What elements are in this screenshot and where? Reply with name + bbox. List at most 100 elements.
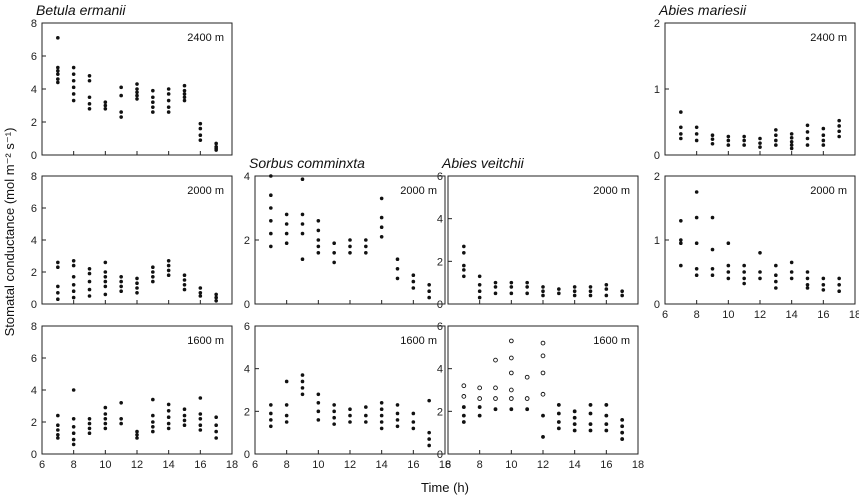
data-point bbox=[726, 276, 731, 281]
data-point bbox=[411, 426, 416, 431]
data-point bbox=[742, 276, 746, 281]
y-tick-label: 1 bbox=[654, 84, 660, 96]
data-point bbox=[214, 299, 218, 303]
data-point bbox=[477, 274, 482, 279]
data-point bbox=[604, 428, 609, 433]
data-point bbox=[151, 88, 155, 93]
x-tick-label: 12 bbox=[537, 459, 549, 471]
data-point bbox=[87, 271, 92, 276]
data-point bbox=[572, 293, 577, 298]
data-point bbox=[694, 215, 699, 220]
data-point bbox=[541, 413, 545, 418]
data-point bbox=[332, 409, 336, 414]
data-point bbox=[679, 136, 683, 141]
data-point bbox=[540, 370, 546, 376]
data-point bbox=[379, 426, 384, 431]
data-point bbox=[166, 426, 171, 431]
data-point bbox=[316, 401, 321, 405]
data-point bbox=[284, 379, 289, 384]
data-point bbox=[56, 297, 60, 302]
data-point bbox=[379, 225, 384, 229]
data-point bbox=[300, 231, 305, 236]
data-point bbox=[774, 133, 778, 137]
data-point bbox=[348, 251, 352, 255]
x-tick-label: 6 bbox=[445, 459, 451, 471]
data-point bbox=[679, 238, 683, 242]
data-point bbox=[103, 103, 108, 108]
altitude-label: 2000 m bbox=[187, 185, 224, 197]
data-point bbox=[604, 283, 609, 287]
y-tick-label: 6 bbox=[244, 321, 250, 333]
data-point bbox=[71, 65, 76, 70]
x-tick-label: 10 bbox=[99, 459, 111, 471]
data-point bbox=[789, 132, 794, 136]
data-point bbox=[821, 283, 826, 287]
data-point bbox=[508, 396, 514, 401]
data-point bbox=[284, 231, 289, 236]
panel-veitchii-1600: 0 2 4 6 6 8 10 12 14 16 18 1600 m bbox=[437, 321, 644, 471]
data-point bbox=[710, 215, 715, 220]
y-tick-label: 8 bbox=[31, 321, 37, 333]
data-point bbox=[348, 420, 352, 424]
data-point bbox=[300, 177, 305, 181]
data-point bbox=[214, 295, 218, 300]
data-point bbox=[493, 357, 498, 363]
data-point bbox=[151, 425, 155, 429]
data-point bbox=[588, 411, 593, 416]
data-point bbox=[151, 110, 155, 114]
data-point bbox=[694, 132, 699, 136]
data-point bbox=[462, 251, 466, 255]
data-point bbox=[151, 279, 155, 284]
data-point bbox=[87, 417, 92, 421]
data-point bbox=[461, 383, 467, 389]
data-point bbox=[71, 289, 76, 294]
x-tick-label: 8 bbox=[694, 309, 700, 321]
data-point bbox=[103, 284, 108, 289]
data-point bbox=[395, 418, 400, 422]
data-point bbox=[821, 133, 826, 137]
data-point bbox=[395, 411, 400, 416]
data-point bbox=[135, 286, 139, 290]
data-point bbox=[679, 125, 683, 130]
data-point bbox=[269, 424, 273, 429]
data-point bbox=[135, 436, 139, 440]
data-point bbox=[316, 418, 321, 422]
data-point bbox=[742, 270, 746, 274]
data-point bbox=[87, 431, 92, 436]
data-point bbox=[316, 251, 321, 255]
data-point bbox=[427, 430, 431, 435]
data-point bbox=[679, 263, 683, 268]
data-point bbox=[540, 353, 546, 359]
x-tick-label: 6 bbox=[662, 309, 668, 321]
data-point bbox=[316, 392, 321, 397]
data-point bbox=[87, 279, 92, 284]
data-point bbox=[166, 421, 171, 426]
panel-betula-1600: 0 2 4 6 8 6 8 10 12 14 16 18 1600 m bbox=[31, 321, 238, 471]
data-point bbox=[87, 426, 92, 431]
data-point bbox=[710, 141, 715, 146]
data-point bbox=[119, 275, 123, 279]
data-point bbox=[604, 422, 609, 427]
data-point bbox=[316, 409, 321, 414]
y-tick-label: 2 bbox=[437, 256, 443, 268]
data-point bbox=[103, 100, 108, 104]
data-point bbox=[679, 110, 683, 114]
data-point bbox=[182, 407, 187, 412]
data-point bbox=[119, 401, 123, 405]
data-point bbox=[364, 244, 368, 249]
data-point bbox=[269, 174, 273, 178]
data-point bbox=[556, 420, 561, 424]
y-tick-label: 4 bbox=[31, 385, 37, 397]
data-point bbox=[411, 273, 416, 278]
y-tick-label: 6 bbox=[437, 321, 443, 333]
x-tick-label: 16 bbox=[407, 459, 419, 471]
data-point bbox=[166, 402, 171, 407]
data-point bbox=[758, 276, 762, 281]
x-axis-title: Time (h) bbox=[421, 480, 469, 495]
y-tick-label: 8 bbox=[31, 171, 37, 183]
y-tick-label: 2 bbox=[654, 18, 660, 30]
data-point bbox=[604, 293, 609, 298]
data-point bbox=[837, 289, 841, 294]
data-point bbox=[71, 437, 76, 442]
